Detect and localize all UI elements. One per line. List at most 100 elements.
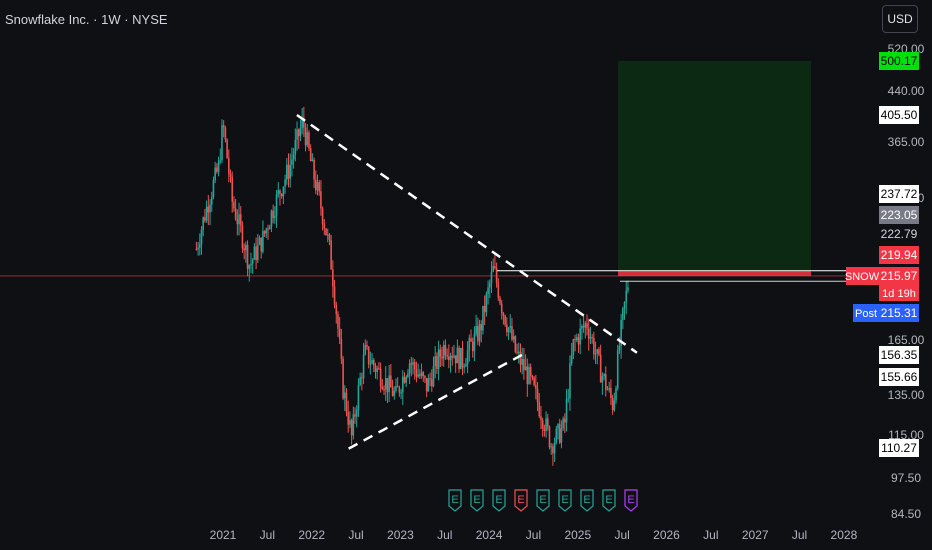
candle-body xyxy=(473,333,476,352)
candle-body xyxy=(285,164,288,180)
candle-body xyxy=(434,356,436,367)
candle xyxy=(461,340,464,376)
candle xyxy=(535,374,537,400)
price-label-box xyxy=(879,368,919,386)
candle-body xyxy=(519,351,522,365)
candle xyxy=(243,243,245,260)
candle-body xyxy=(222,125,225,128)
y-tick-label: 115.00 xyxy=(888,428,924,442)
candle xyxy=(222,120,225,138)
candle xyxy=(545,411,547,438)
candle-body xyxy=(627,287,629,291)
price-label-box xyxy=(879,52,919,70)
candle xyxy=(256,233,259,264)
candle-body xyxy=(599,354,602,383)
candle-body xyxy=(318,182,321,192)
candle xyxy=(575,333,578,343)
candle-body xyxy=(296,129,298,140)
candle xyxy=(483,295,486,326)
candle-body xyxy=(483,305,486,313)
candle xyxy=(270,209,273,233)
candle-body xyxy=(292,154,295,160)
candle xyxy=(466,341,469,374)
candle-body xyxy=(454,355,457,364)
candle-body xyxy=(217,161,220,172)
candle-body xyxy=(451,355,454,358)
candle xyxy=(221,119,223,164)
earnings-badge xyxy=(602,489,616,512)
candle xyxy=(441,346,443,367)
candle xyxy=(291,147,293,177)
candle-body xyxy=(611,397,614,411)
candle xyxy=(255,237,257,270)
candle xyxy=(531,374,534,381)
candle-body xyxy=(495,268,498,283)
candle-body xyxy=(480,324,483,331)
stop-zone xyxy=(618,271,811,276)
x-tick-label: Jul xyxy=(614,528,629,542)
candle-body xyxy=(589,337,592,339)
candle xyxy=(470,329,472,342)
candle xyxy=(564,413,566,433)
candle xyxy=(292,148,295,169)
candle xyxy=(405,375,407,387)
candle-body xyxy=(270,210,273,227)
candle-body xyxy=(294,139,297,155)
candle xyxy=(603,372,605,381)
candle-body xyxy=(323,224,326,229)
candle xyxy=(306,124,309,148)
candle-body xyxy=(345,392,348,413)
currency-button[interactable]: USD xyxy=(882,5,918,33)
candle-body xyxy=(616,350,619,389)
price-label: 237.72 xyxy=(881,187,918,201)
candle xyxy=(560,420,563,449)
candle-body xyxy=(241,225,244,249)
candle xyxy=(572,338,575,360)
candle xyxy=(500,299,503,320)
candle xyxy=(388,364,390,402)
earnings-badge xyxy=(470,489,484,512)
candle-body xyxy=(562,418,564,429)
candle-body xyxy=(219,160,222,162)
candle xyxy=(528,363,530,385)
candle xyxy=(410,356,413,377)
candle xyxy=(263,230,266,238)
candle xyxy=(519,343,522,373)
candle-body xyxy=(280,194,283,197)
candle-body xyxy=(282,186,285,197)
earnings-badge xyxy=(580,489,594,512)
candle xyxy=(371,353,373,365)
candle xyxy=(376,365,379,380)
candle-body xyxy=(355,410,358,417)
candle-body xyxy=(492,266,494,272)
candle-body xyxy=(608,387,610,390)
candle xyxy=(216,163,218,174)
candle xyxy=(589,326,592,345)
descending-trendline xyxy=(296,113,638,354)
candle-body xyxy=(367,346,370,364)
candle-body xyxy=(552,446,554,454)
candle-body xyxy=(545,418,547,432)
candle xyxy=(415,361,418,383)
candle-body xyxy=(359,377,361,385)
candle-body xyxy=(610,387,612,398)
candle xyxy=(625,281,628,314)
candle xyxy=(398,385,401,397)
candle xyxy=(552,443,554,466)
candle-body xyxy=(430,379,433,387)
candle-body xyxy=(253,246,256,260)
candle-body xyxy=(279,190,281,195)
price-label: 215.31 xyxy=(881,306,918,320)
candle-body xyxy=(347,412,350,425)
candle xyxy=(429,372,431,387)
candle xyxy=(340,329,343,365)
candle xyxy=(516,343,518,355)
candle-body xyxy=(238,214,240,225)
candle-body xyxy=(490,271,493,284)
price-label: 155.66 xyxy=(881,370,918,384)
candle-body xyxy=(401,376,404,393)
candle xyxy=(616,344,619,391)
candle-body xyxy=(538,402,541,417)
candle xyxy=(593,331,595,360)
